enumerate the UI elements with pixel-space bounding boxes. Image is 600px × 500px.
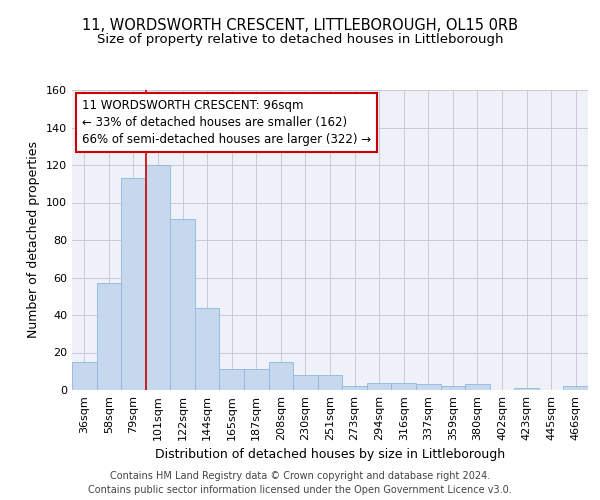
Bar	[170, 220, 195, 390]
Text: 11 WORDSWORTH CRESCENT: 96sqm
← 33% of detached houses are smaller (162)
66% of : 11 WORDSWORTH CRESCENT: 96sqm ← 33% of d…	[82, 99, 371, 146]
Bar	[293, 375, 318, 390]
Y-axis label: Number of detached properties: Number of detached properties	[28, 142, 40, 338]
Text: Size of property relative to detached houses in Littleborough: Size of property relative to detached ho…	[97, 32, 503, 46]
Bar	[367, 382, 391, 390]
Bar	[220, 370, 244, 390]
Bar	[195, 308, 220, 390]
Bar	[244, 370, 269, 390]
Text: Contains HM Land Registry data © Crown copyright and database right 2024.
Contai: Contains HM Land Registry data © Crown c…	[88, 471, 512, 495]
Bar	[269, 362, 293, 390]
Bar	[318, 375, 342, 390]
Bar	[563, 386, 588, 390]
Bar	[391, 382, 416, 390]
X-axis label: Distribution of detached houses by size in Littleborough: Distribution of detached houses by size …	[155, 448, 505, 462]
Bar	[97, 283, 121, 390]
Bar	[465, 384, 490, 390]
Bar	[146, 165, 170, 390]
Bar	[121, 178, 146, 390]
Bar	[416, 384, 440, 390]
Bar	[72, 362, 97, 390]
Bar	[514, 388, 539, 390]
Bar	[440, 386, 465, 390]
Text: 11, WORDSWORTH CRESCENT, LITTLEBOROUGH, OL15 0RB: 11, WORDSWORTH CRESCENT, LITTLEBOROUGH, …	[82, 18, 518, 32]
Bar	[342, 386, 367, 390]
